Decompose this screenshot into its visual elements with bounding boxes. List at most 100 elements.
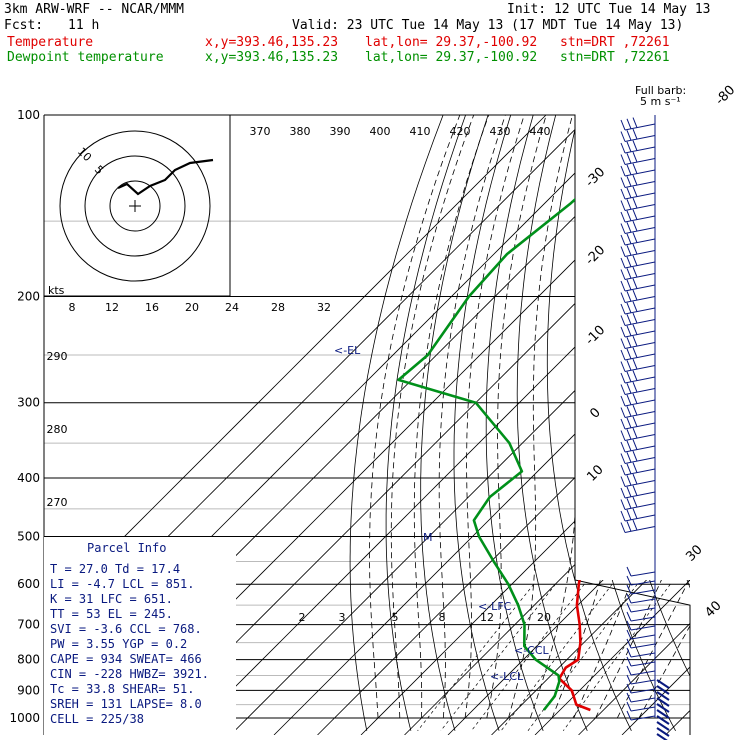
barb-flag (626, 656, 632, 667)
wind-barb (626, 665, 656, 676)
barb-flag (620, 292, 626, 303)
hodo-ring-label: 5 (92, 163, 106, 177)
barb-flag (620, 418, 626, 430)
barb-shaft (624, 342, 656, 349)
barb-flag (626, 620, 632, 631)
barb-flag (632, 335, 638, 347)
barb-flag (620, 476, 626, 487)
barb-flag (632, 381, 638, 393)
dry-adiabat (734, 115, 740, 731)
mixing-ratio-label: 2 (299, 611, 306, 624)
barb-flag (626, 233, 632, 244)
barb-flag (626, 256, 632, 267)
wind-barb (620, 266, 656, 280)
barb-flag (632, 151, 638, 163)
barb-flag (620, 453, 626, 464)
barb-flag (626, 406, 632, 417)
barb-flag (626, 302, 632, 313)
wind-barb (620, 255, 656, 269)
wind-barb (620, 289, 656, 303)
surface-barb (656, 703, 670, 713)
barb-shaft (630, 652, 656, 658)
barb-shaft (624, 261, 656, 269)
isotherm (230, 115, 690, 735)
pressure-tick-label: 400 (17, 471, 40, 485)
dewpoint-stn: stn=DRT ,72261 (560, 50, 670, 65)
barb-flag (626, 509, 632, 520)
dry-adiabat (631, 115, 690, 732)
wind-barb (620, 347, 656, 361)
dry-adiabat (453, 115, 512, 731)
wind-barb (620, 324, 656, 338)
wind-barb (620, 243, 656, 257)
ccl-marker: <-CCL (514, 644, 550, 657)
wind-barb (620, 462, 656, 476)
surface-barb (656, 733, 668, 740)
theta-label: 420 (450, 125, 471, 138)
barb-flag (626, 279, 632, 290)
barb-flag (620, 257, 626, 269)
barb-flag (626, 394, 632, 405)
mixing-ratio-line (417, 583, 534, 732)
barb-flag (626, 665, 632, 676)
barb-shaft (630, 697, 656, 703)
barb-flag (620, 430, 626, 441)
pressure-tick-label: 800 (17, 653, 40, 667)
barb-flag (620, 510, 626, 522)
barb-flag (626, 629, 632, 640)
barb-flag (620, 372, 626, 384)
wind-barb (620, 220, 656, 234)
barb-flag (620, 188, 626, 200)
barb-flag (626, 314, 632, 325)
dry-adiabat (576, 115, 676, 731)
barb-shaft (624, 307, 656, 315)
moist-adiabat (486, 115, 547, 719)
temperature-stn: stn=DRT ,72261 (560, 35, 670, 50)
theta-label: 430 (490, 125, 511, 138)
wind-barb (620, 232, 656, 246)
isotherm (534, 115, 690, 735)
m-marker: M (423, 531, 433, 544)
theta-label: 410 (410, 125, 431, 138)
pressure-tick-label: 900 (17, 683, 40, 697)
barb-flag (620, 441, 626, 453)
barb-flag (626, 153, 632, 164)
barb-shaft (630, 589, 656, 595)
barb-flag (626, 647, 632, 658)
isotherm-label: -30 (583, 165, 609, 191)
fcst-value: 11 h (68, 18, 100, 33)
mixing-ratio-label: 12 (480, 611, 494, 624)
barb-shaft (624, 445, 656, 453)
wind-barb (620, 301, 656, 315)
isotherm (44, 115, 547, 735)
barb-unit-label: 5 m s⁻¹ (640, 95, 681, 108)
barb-flag (632, 197, 638, 209)
moist-adiabat (529, 115, 606, 719)
barb-shaft (624, 468, 656, 476)
barb-flag (626, 141, 632, 152)
pressure-tick-label: 100 (17, 108, 40, 122)
isotherm (578, 115, 690, 735)
pressure-tick-label: 200 (17, 290, 40, 304)
theta-label: 400 (370, 125, 391, 138)
wind-barb (620, 128, 656, 142)
plot-border (44, 114, 691, 735)
wind-barb (620, 393, 656, 407)
isotherm-label: 0 (587, 405, 603, 421)
wind-barb (626, 602, 656, 613)
barb-flag (632, 462, 638, 473)
barb-flag (626, 498, 632, 509)
moist-adiabat (438, 115, 506, 719)
wind-barb (620, 416, 656, 430)
barb-flag (626, 611, 632, 622)
hodo-speed-label: 28 (271, 301, 285, 314)
dewpoint-profile (397, 115, 669, 711)
barb-flag (632, 255, 638, 266)
barb-shaft (624, 434, 656, 441)
barb-flag (632, 174, 638, 186)
isotherm (491, 115, 690, 735)
barb-flag (632, 358, 638, 370)
hodo-ring (109, 180, 161, 232)
barb-shaft (624, 192, 656, 200)
moist-adiabat (464, 115, 525, 719)
